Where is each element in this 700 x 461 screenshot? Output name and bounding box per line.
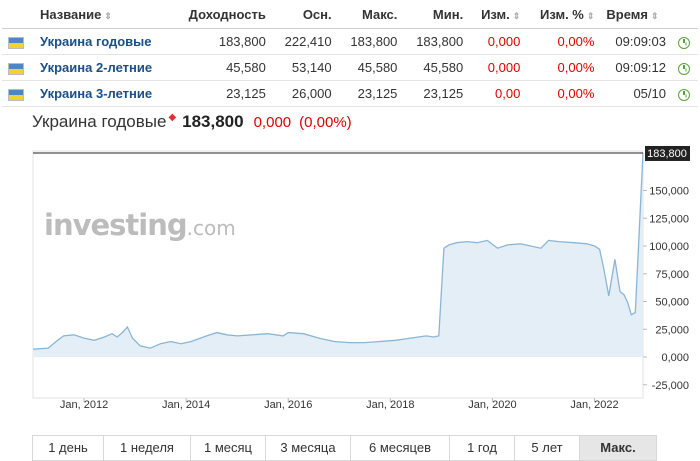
- column-header-time-label: Время: [606, 6, 649, 22]
- range-tab[interactable]: 1 месяц: [191, 436, 266, 460]
- ukraine-flag-icon: [2, 80, 34, 107]
- status-column-header: [672, 0, 698, 29]
- instrument-title: Украина годовые: [32, 112, 167, 131]
- time-cell: 05/10: [600, 80, 672, 107]
- flag-column-header: [2, 0, 34, 29]
- y-tick-label: 125,000: [649, 213, 689, 225]
- column-header-chg-pct[interactable]: Изм. % ⇕: [526, 0, 601, 29]
- time-cell: 09:09:03: [600, 28, 672, 55]
- x-tick-label: Jan, 2016: [264, 399, 312, 411]
- prev-cell: 222,410: [271, 28, 338, 55]
- price-change-pct: (0,00%): [299, 114, 352, 131]
- low-cell: 183,800: [403, 28, 470, 55]
- x-tick-label: Jan, 2018: [366, 399, 414, 411]
- yield-cell: 45,580: [172, 54, 272, 81]
- clock-icon: [672, 54, 698, 81]
- chg-cell: 0,000: [469, 28, 527, 55]
- investing-logo: investing.com: [44, 208, 236, 242]
- chart-svg: 183,800 150,000 125,000 100,000 75,000 50,000…: [32, 145, 690, 411]
- prev-cell: 53,140: [271, 54, 338, 81]
- column-header-chg-pct-label: Изм. %: [539, 6, 584, 22]
- x-tick-label: Jan, 2020: [468, 399, 516, 411]
- column-header-name-label: Название: [40, 6, 102, 22]
- column-header-time[interactable]: Время ⇕: [600, 0, 672, 29]
- column-header-name[interactable]: Название ⇕: [34, 0, 173, 29]
- y-tick-label: 50,000: [655, 297, 689, 309]
- watermark-main: investing: [44, 208, 188, 242]
- column-header-prev[interactable]: Осн.: [271, 0, 338, 29]
- range-tab[interactable]: 1 неделя: [104, 436, 191, 460]
- bond-name-link[interactable]: Украина 2-летние: [34, 54, 173, 81]
- range-selector: 1 день 1 неделя 1 месяц 3 месяца 6 месяцев 1 …: [32, 435, 657, 461]
- time-cell: 09:09:12: [600, 54, 672, 81]
- table-row[interactable]: Украина годовые 183,800 222,410 183,800 …: [2, 28, 698, 55]
- y-tick-label: 75,000: [655, 269, 689, 281]
- chg-pct-cell: 0,00%: [526, 54, 601, 81]
- y-tick-label: 150,000: [649, 186, 689, 198]
- high-cell: 183,800: [337, 28, 404, 55]
- column-header-chg-label: Изм.: [481, 6, 510, 22]
- series-line: [32, 152, 644, 350]
- x-tick-label: Jan, 2022: [570, 399, 618, 411]
- high-cell: 45,580: [337, 54, 404, 81]
- x-tick-label: Jan, 2012: [60, 399, 108, 411]
- y-tick-label: 0,000: [661, 352, 689, 364]
- table-header-row: Название ⇕ Доходность Осн. Макс. Мин. Изм…: [2, 0, 698, 29]
- bond-name-link[interactable]: Украина 3-летние: [34, 80, 173, 107]
- sort-icon[interactable]: ⇕: [512, 10, 521, 21]
- chg-pct-cell: 0,00%: [526, 80, 601, 107]
- quotes-table: Название ⇕ Доходность Осн. Макс. Мин. Изм…: [2, 0, 698, 107]
- bond-name-link[interactable]: Украина годовые: [34, 28, 173, 55]
- y-tick-label: -25,000: [652, 380, 689, 392]
- range-tab[interactable]: 1 день: [33, 436, 104, 460]
- yield-cell: 183,800: [172, 28, 272, 55]
- yield-cell: 23,125: [172, 80, 272, 107]
- table-row[interactable]: Украина 2-летние 45,580 53,140 45,580 45…: [2, 54, 698, 81]
- table-row[interactable]: Украина 3-летние 23,125 26,000 23,125 23…: [2, 80, 698, 107]
- column-header-high[interactable]: Макс.: [337, 0, 404, 29]
- chg-cell: 0,000: [469, 54, 527, 81]
- y-tick-label: 100,000: [649, 241, 689, 253]
- column-header-yield[interactable]: Доходность: [172, 0, 272, 29]
- watermark-suffix: .com: [186, 216, 236, 240]
- low-cell: 45,580: [403, 54, 470, 81]
- current-price-label: 183,800: [647, 148, 687, 160]
- range-tab[interactable]: 5 лет: [515, 436, 580, 460]
- ukraine-flag-icon: [2, 54, 34, 81]
- range-tab[interactable]: Макс.: [580, 436, 656, 460]
- sort-icon[interactable]: ⇕: [586, 10, 595, 21]
- series-area: [33, 153, 643, 357]
- ukraine-flag-icon: [2, 28, 34, 55]
- sort-icon[interactable]: ⇕: [104, 10, 112, 21]
- current-price-tag: [645, 145, 690, 161]
- price-change: 0,000: [253, 114, 292, 131]
- clock-icon: [672, 28, 698, 55]
- range-tab[interactable]: 1 год: [450, 436, 515, 460]
- instrument-header: Украина годовые ◆ 183,800 0,000 (0,00%): [32, 112, 360, 132]
- last-price: 183,800: [182, 112, 244, 131]
- x-tick-label: Jan, 2014: [162, 399, 210, 411]
- clock-icon: [672, 80, 698, 107]
- high-cell: 23,125: [337, 80, 404, 107]
- prev-cell: 26,000: [271, 80, 338, 107]
- chg-pct-cell: 0,00%: [526, 28, 601, 55]
- low-cell: 23,125: [403, 80, 470, 107]
- column-header-low[interactable]: Мин.: [403, 0, 470, 29]
- chg-cell: 0,00: [469, 80, 527, 107]
- marker-icon: ◆: [168, 112, 177, 123]
- range-tab[interactable]: 3 месяца: [266, 436, 351, 460]
- price-chart[interactable]: 183,800 150,000 125,000 100,000 75,000 50,000…: [0, 138, 700, 418]
- column-header-chg[interactable]: Изм. ⇕: [469, 0, 527, 29]
- range-tab[interactable]: 6 месяцев: [351, 436, 450, 460]
- y-tick-label: 25,000: [655, 324, 689, 336]
- sort-icon[interactable]: ⇕: [651, 10, 659, 21]
